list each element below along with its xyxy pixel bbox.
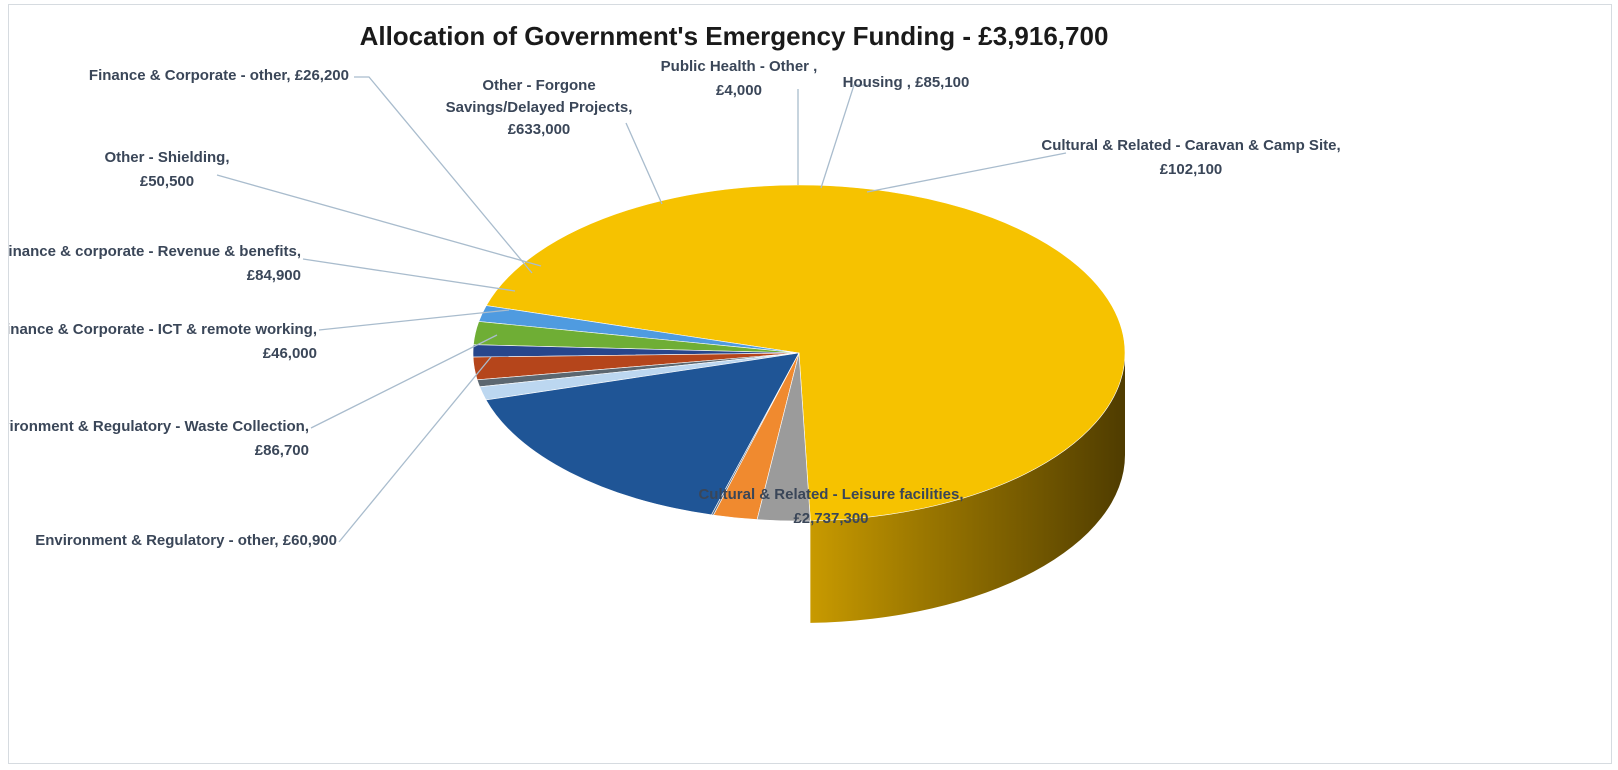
chart-frame: Allocation of Government's Emergency Fun…: [8, 4, 1612, 764]
slice-label-name: Cultural & Related - Caravan & Camp Site…: [1041, 137, 1340, 154]
slice-label: Cultural & Related - Leisure facilities,…: [698, 486, 963, 527]
slice-label-name: Environment & Regulatory - other, £60,90…: [35, 532, 337, 549]
slice-labels: Cultural & Related - Leisure facilities,…: [9, 58, 1341, 549]
slice-label-name: Other - Shielding,: [104, 149, 229, 166]
chart-title: Allocation of Government's Emergency Fun…: [360, 21, 1109, 51]
leader-line: [302, 258, 516, 292]
slice-label: Public Health - Other , £4,000: [661, 58, 818, 99]
slice-label-value: £46,000: [263, 345, 317, 362]
slice-label-value: £4,000: [716, 82, 762, 99]
leader-line: [820, 84, 864, 189]
pie-chart: Allocation of Government's Emergency Fun…: [9, 21, 1341, 623]
slice-label-name: Finance & corporate - Revenue & benefits…: [9, 243, 301, 260]
slice-label: Cultural & Related - Caravan & Camp Site…: [1041, 137, 1340, 178]
slice-label-name: Environment & Regulatory - Waste Collect…: [9, 418, 309, 435]
slice-label-name: Housing , £85,100: [843, 74, 970, 91]
slice-label: Finance & corporate - Revenue & benefits…: [9, 243, 301, 284]
slice-label-value: £50,500: [140, 173, 194, 190]
slice-label-name: Finance & Corporate - ICT & remote worki…: [9, 321, 317, 338]
slice-label-name: Other - Forgone: [482, 77, 595, 94]
slice-label: Environment & Regulatory - Waste Collect…: [9, 418, 309, 459]
slice-label-value: £84,900: [247, 267, 301, 284]
pie-slices: [472, 184, 1126, 522]
slice-label: Other - Forgone Savings/Delayed Projects,…: [446, 77, 633, 138]
leader-line: [866, 152, 1067, 193]
slice-label-name: Cultural & Related - Leisure facilities,: [698, 486, 963, 503]
leader-line: [338, 356, 492, 543]
slice-label-value: £102,100: [1160, 161, 1223, 178]
leader-line: [310, 334, 498, 429]
slice-label-name-cont: Savings/Delayed Projects,: [446, 99, 633, 116]
leader-line: [216, 174, 542, 267]
slice-label-value: £633,000: [508, 121, 571, 138]
pie-slice: [485, 352, 800, 516]
leader-line: [318, 309, 510, 331]
slice-label: Other - Shielding, £50,500: [104, 149, 229, 190]
leader-lines: [216, 76, 1067, 543]
slice-label-name: Public Health - Other ,: [661, 58, 818, 75]
slice-label: Finance & Corporate - ICT & remote worki…: [9, 321, 317, 362]
slice-label-name: Finance & Corporate - other, £26,200: [89, 67, 349, 84]
pie-slice: [485, 184, 1126, 522]
pie-slice: [756, 352, 811, 522]
slice-label: Environment & Regulatory - other, £60,90…: [35, 532, 337, 549]
pie-sides: [810, 353, 1125, 623]
slice-label: Finance & Corporate - other, £26,200: [89, 67, 349, 84]
slice-label-value: £2,737,300: [793, 510, 868, 527]
slice-label: Housing , £85,100: [843, 74, 970, 91]
leader-line: [354, 76, 533, 274]
leader-line: [625, 122, 663, 205]
pie-side-leisure: [810, 353, 1125, 623]
slice-label-value: £86,700: [255, 442, 309, 459]
